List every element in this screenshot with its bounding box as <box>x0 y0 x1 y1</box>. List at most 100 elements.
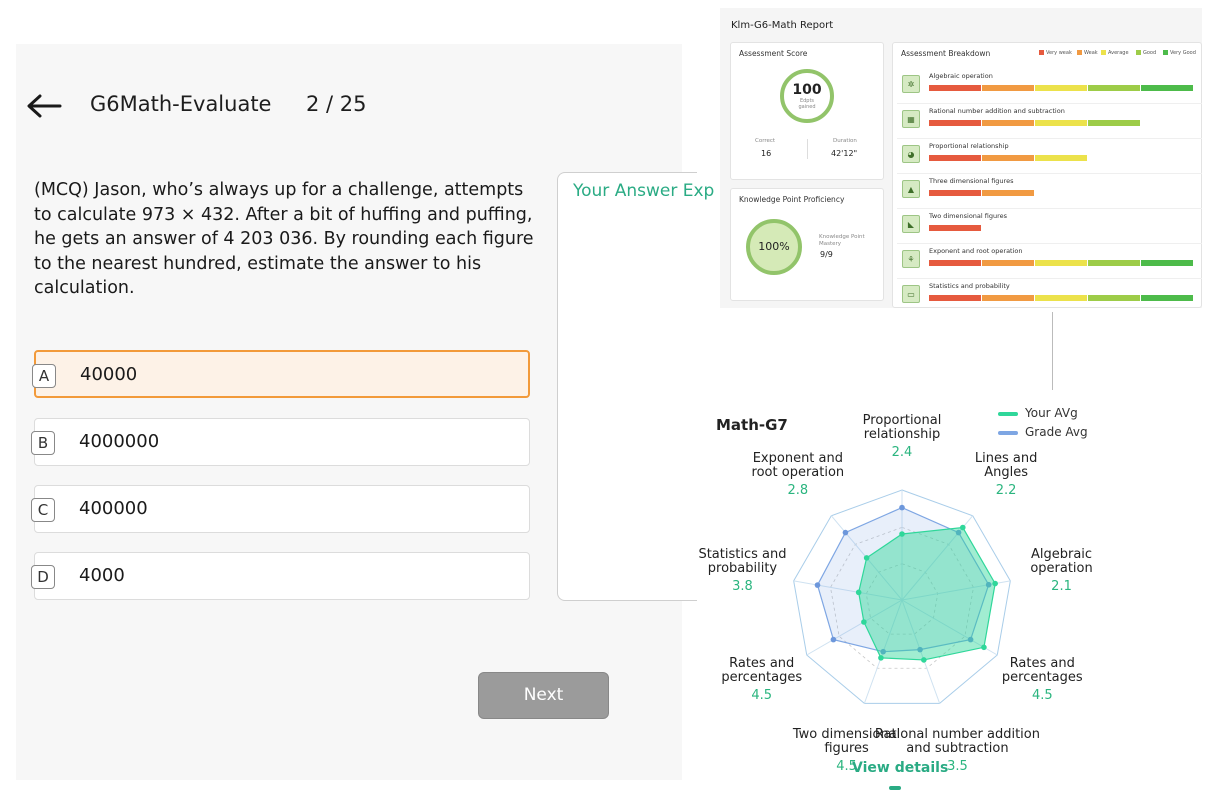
next-button[interactable]: Next <box>478 672 609 719</box>
axis-label-line: Two dimensional <box>792 727 901 743</box>
data-point <box>830 636 837 643</box>
axis-label-line: Algebraic <box>1030 546 1093 562</box>
axis-label-line: and subtraction <box>906 741 1009 757</box>
series-grade-avg <box>816 506 990 653</box>
breakdown-row[interactable]: ▦ Rational number addition and subtractio… <box>897 104 1202 139</box>
legend-label: Very Good <box>1170 50 1196 56</box>
axis-value: 3.5 <box>947 759 968 775</box>
card-title: Assessment Score <box>739 49 808 58</box>
knowledge-proficiency-card: Knowledge Point Proficiency 100% Knowled… <box>730 188 884 301</box>
data-point <box>861 619 867 625</box>
option-d[interactable]: D 4000 <box>31 552 530 600</box>
breakdown-row[interactable]: ✲ Algebraic operation <box>897 69 1202 104</box>
duration-label: Duration <box>833 138 857 144</box>
level-segment <box>1088 120 1140 126</box>
topic-level-bar <box>929 225 982 231</box>
breakdown-row[interactable]: ⚘ Exponent and root operation <box>897 244 1202 279</box>
topic-icon: ◕ <box>902 145 920 163</box>
duration-value: 42'12" <box>831 149 858 158</box>
data-point <box>985 581 992 588</box>
option-text: 40000 <box>80 364 138 385</box>
axis-label: Lines and Angles 2.2 <box>975 451 1037 498</box>
axis-label-line: operation <box>1030 560 1093 576</box>
option-c[interactable]: C 400000 <box>31 485 530 533</box>
card-title: Assessment Breakdown <box>901 49 991 58</box>
option-letter: D <box>31 565 55 589</box>
axis-label-line: Proportional <box>862 413 942 428</box>
level-segment <box>982 295 1034 301</box>
topic-level-bar <box>929 260 1194 266</box>
breakdown-legend-item: Very weak <box>1039 50 1072 56</box>
correct-label: Correct <box>755 138 776 144</box>
axis-label: Algebraic operation 2.1 <box>1030 546 1093 594</box>
level-segment <box>929 225 981 231</box>
level-segment <box>1035 85 1087 91</box>
axis-value: 4.5 <box>836 759 857 775</box>
breakdown-legend-item: Very Good <box>1163 50 1196 56</box>
back-arrow-icon[interactable] <box>26 94 62 118</box>
axis-label-line: Rational number addition <box>874 727 1040 743</box>
data-point <box>899 531 905 537</box>
axis-value: 2.2 <box>995 482 1017 498</box>
axis-value: 4.5 <box>751 688 773 703</box>
level-segment <box>929 155 981 161</box>
legend-label: Average <box>1108 50 1129 56</box>
level-segment <box>1141 85 1193 91</box>
radar-outer-ring <box>793 489 1011 704</box>
data-point <box>981 644 987 651</box>
legend-swatch <box>1136 50 1141 55</box>
axis-label: Statistics and probability 3.8 <box>698 547 786 594</box>
data-point <box>992 580 998 587</box>
topic-icon: ◣ <box>902 215 920 233</box>
radar-spoke <box>901 515 974 601</box>
series-your-avg <box>858 526 996 661</box>
assessment-breakdown-card: Assessment Breakdown Very weak Weak Averag… <box>892 42 1202 308</box>
mastery-label: Knowledge Point <box>819 234 865 240</box>
divider <box>807 139 808 159</box>
axis-label: Rates and percentages 4.5 <box>721 657 802 703</box>
option-b[interactable]: B 4000000 <box>31 418 530 466</box>
topic-label: Two dimensional figures <box>929 212 1008 220</box>
axis-value: 2.1 <box>1051 578 1072 594</box>
topic-label: Algebraic operation <box>929 72 993 80</box>
score-ring: 100 Edpts gained <box>780 69 834 123</box>
level-segment <box>929 260 981 266</box>
option-text: 4000 <box>79 565 125 586</box>
axis-label: Two dimensional figures 4.5 <box>793 728 900 774</box>
data-point <box>967 636 974 643</box>
level-segment <box>982 260 1034 266</box>
level-segment <box>1141 260 1193 266</box>
legend-swatch <box>1077 50 1082 55</box>
level-segment <box>929 120 981 126</box>
axis-label: Exponent and root operation 2.8 <box>752 451 845 498</box>
breakdown-legend-item: Average <box>1101 50 1129 56</box>
axis-value: 2.8 <box>787 482 809 498</box>
axis-label-line: Rates and <box>1009 656 1075 671</box>
breakdown-row[interactable]: ◣ Two dimensional figures <box>897 209 1202 244</box>
view-details-link[interactable]: View details <box>852 760 949 776</box>
option-a[interactable]: A 40000 <box>32 350 530 398</box>
legend-your-avg: Your AVg <box>998 406 1088 425</box>
correct-value: 16 <box>761 149 772 158</box>
answer-explanation-box[interactable]: Your Answer Exp <box>557 172 714 601</box>
answer-explanation-label: Your Answer Exp <box>573 181 715 201</box>
topic-icon: ▦ <box>902 110 920 128</box>
breakdown-row[interactable]: ▲ Three dimensional figures <box>897 174 1202 209</box>
question-progress: 2 / 25 <box>306 92 367 116</box>
level-segment <box>982 85 1034 91</box>
topic-icon: ✲ <box>902 75 920 93</box>
topic-label: Rational number addition and subtraction <box>929 107 1065 115</box>
data-point <box>863 555 870 561</box>
level-segment <box>929 295 981 301</box>
breakdown-row[interactable]: ◕ Proportional relationship <box>897 139 1202 174</box>
topic-level-bar <box>929 85 1194 91</box>
quiz-panel: G6Math-Evaluate 2 / 25 (MCQ) Jason, who’… <box>16 44 714 780</box>
topic-level-bar <box>929 120 1141 126</box>
axis-label-line: probability <box>707 560 778 576</box>
radar-chart-title: Math-G7 <box>716 416 788 434</box>
level-segment <box>1035 295 1087 301</box>
breakdown-row[interactable]: ▭ Statistics and probability <box>897 279 1202 308</box>
breakdown-legend: Very weak Weak Average Good Very Good <box>1039 50 1202 60</box>
radar-spoke <box>793 580 903 601</box>
radar-spoke <box>806 599 903 656</box>
